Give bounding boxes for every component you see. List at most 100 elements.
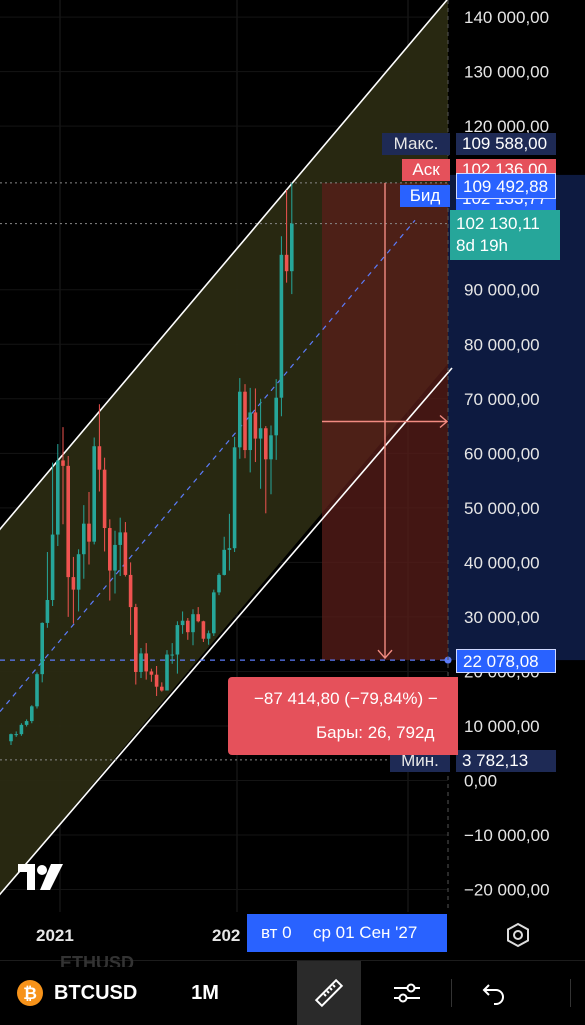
min-label: Мин. — [390, 750, 450, 772]
y-tick-label-11: 10 000,00 — [464, 717, 540, 736]
candle-body-38 — [206, 633, 211, 639]
bid-value: 109 492,88 — [456, 173, 556, 199]
candle-body-41 — [222, 549, 226, 575]
interval-label: 1M — [191, 981, 219, 1004]
toolbar-divider — [451, 979, 452, 1007]
candle-body-45 — [243, 391, 247, 451]
candle-body-9 — [56, 460, 60, 535]
y-tick-label-5: 70 000,00 — [464, 390, 540, 409]
bitcoin-icon: ₿ — [17, 980, 43, 1006]
candle-body-49 — [264, 428, 268, 460]
max-label: Макс. — [382, 133, 450, 155]
candle-body-26 — [144, 653, 148, 672]
candle-body-51 — [274, 397, 278, 436]
measure-tooltip[interactable]: −87 414,80 (−79,84%) − Бары: 26, 792д — [228, 677, 458, 755]
candle-body-12 — [71, 577, 76, 590]
ruler-tool-button[interactable] — [297, 961, 361, 1025]
toolbar-divider-right — [570, 979, 571, 1007]
ask-value: 102 136,00 — [456, 159, 556, 173]
candle-body-27 — [149, 671, 154, 675]
behind-symbol-text: ETHUSD — [60, 953, 135, 967]
time-start: вт 0 — [261, 923, 292, 942]
candle-body-20 — [113, 544, 117, 571]
measure-horizontal-arrowhead — [439, 414, 449, 429]
sliders-icon — [394, 983, 420, 1003]
y-tick-label-4: 80 000,00 — [464, 335, 540, 354]
max-value: 109 588,00 — [456, 133, 556, 155]
candle-body-25 — [139, 653, 143, 672]
x-tick-label-0: 2021 — [36, 926, 74, 945]
candle-body-18 — [102, 469, 107, 529]
candle-body-21 — [118, 532, 122, 545]
candle-body-23 — [128, 574, 133, 608]
measure-end-value: 22 078,08 — [456, 649, 556, 673]
channel-lower-line — [0, 367, 453, 896]
y-tick-label-0: 140 000,00 — [464, 8, 549, 27]
candle-body-2 — [19, 724, 24, 735]
candle-body-19 — [108, 528, 112, 571]
candle-body-44 — [238, 391, 242, 448]
candle-body-37 — [201, 621, 206, 639]
svg-text:₿: ₿ — [23, 984, 37, 1003]
measure-change: −87 414,80 (−79,84%) − — [254, 689, 438, 708]
channel-mid-line — [0, 219, 416, 712]
candle-body-35 — [191, 614, 195, 633]
candle-body-46 — [248, 412, 252, 451]
candle-body-34 — [186, 620, 190, 633]
candle-body-28 — [154, 674, 159, 687]
crosshair-time-box: вт 0 ср 01 Сен '27 — [247, 914, 447, 952]
symbol-label: BTCUSD — [54, 981, 138, 1004]
ruler-icon — [314, 978, 344, 1008]
x-tick-label-1: 202 — [212, 926, 240, 945]
candle-body-4 — [30, 706, 34, 722]
candle-body-14 — [82, 523, 86, 555]
bottom-toolbar: ETHUSD ₿ BTCUSD 1M — [0, 953, 585, 1025]
candle-body-8 — [50, 534, 55, 601]
settings-hex-icon[interactable] — [505, 922, 531, 948]
candle-body-29 — [160, 686, 164, 691]
last-price-tag: 102 130,11 8d 19h — [450, 210, 560, 260]
undo-icon — [482, 984, 504, 1005]
candle-body-33 — [180, 620, 185, 626]
channel-upper-line — [0, 0, 448, 531]
y-tick-label-1: 130 000,00 — [464, 63, 549, 82]
time-end: ср 01 Сен '27 — [313, 923, 418, 942]
candle-body-1 — [14, 734, 18, 736]
min-value: 3 782,13 — [456, 750, 556, 772]
candle-body-22 — [123, 532, 128, 575]
undo-button[interactable] — [462, 961, 526, 1025]
y-tick-label-7: 50 000,00 — [464, 499, 540, 518]
y-tick-label-13: −10 000,00 — [464, 826, 550, 845]
candle-body-36 — [196, 614, 200, 622]
y-tick-label-9: 30 000,00 — [464, 608, 540, 627]
price-chart[interactable]: 140 000,00 130 000,00 120 000,00 90 000,00 8… — [0, 0, 585, 960]
measure-vertical-arrowhead — [377, 649, 393, 660]
candle-body-47 — [253, 412, 258, 439]
y-tick-label-14: −20 000,00 — [464, 881, 550, 900]
candle-body-48 — [258, 428, 263, 439]
candle-body-6 — [40, 622, 44, 675]
ask-label: Аск — [402, 159, 450, 181]
y-tick-label-2: 120 000,00 — [464, 117, 549, 136]
candle-body-43 — [232, 447, 237, 549]
candle-body-53 — [284, 254, 289, 272]
candle-body-50 — [269, 435, 273, 460]
candle-body-16 — [92, 446, 96, 542]
countdown-value: 8d 19h — [456, 236, 508, 255]
last-price-value: 102 130,11 — [456, 214, 540, 233]
interval-selector[interactable]: 1M — [170, 961, 240, 1025]
tradingview-logo-icon — [18, 864, 63, 890]
candle-body-52 — [279, 254, 284, 398]
y-tick-label-6: 60 000,00 — [464, 444, 540, 463]
candle-body-54 — [290, 223, 294, 272]
candle-body-5 — [35, 674, 39, 707]
bid-label: Бид — [400, 185, 450, 207]
channel-fill — [0, 147, 322, 895]
indicators-button[interactable] — [375, 961, 439, 1025]
candle-body-24 — [134, 607, 138, 672]
candle-body-31 — [170, 654, 174, 656]
symbol-selector[interactable]: ₿ BTCUSD — [16, 961, 166, 1025]
candle-body-17 — [97, 446, 102, 470]
candle-body-32 — [175, 625, 180, 655]
candle-body-40 — [217, 574, 221, 593]
